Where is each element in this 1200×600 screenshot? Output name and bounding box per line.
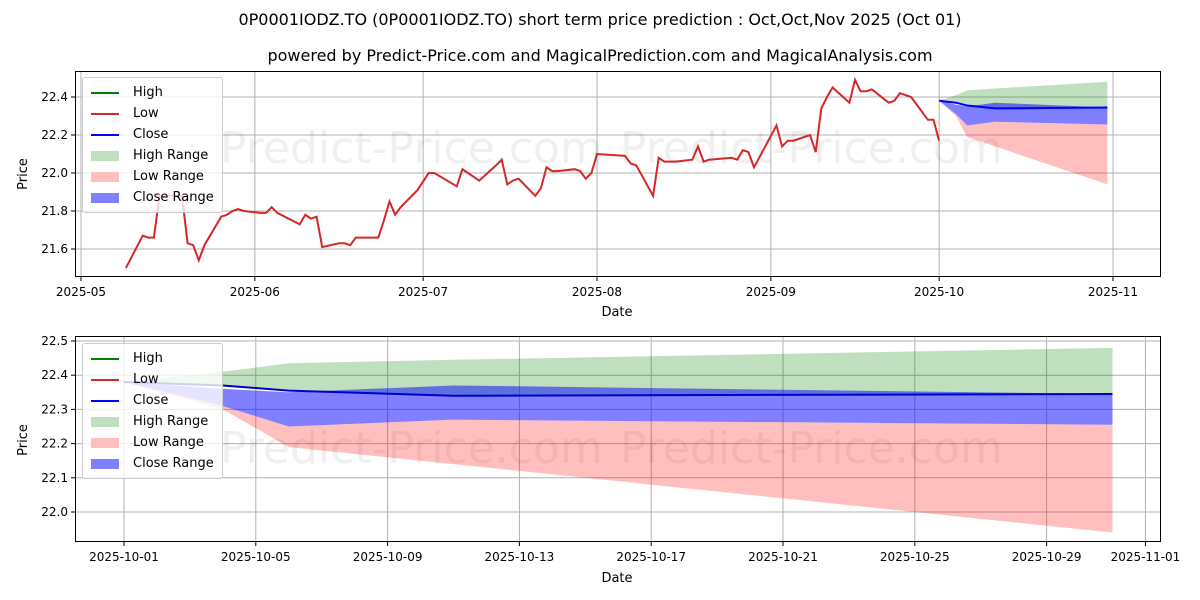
- top-close-line: [939, 99, 1108, 110]
- legend-label: Close Range: [133, 456, 214, 471]
- legend-label: Close: [133, 393, 169, 408]
- bottom-ytick-label: 22.0: [41, 505, 68, 519]
- legend-label: Low: [133, 106, 159, 121]
- top-ytick-label: 22.0: [41, 166, 68, 180]
- legend-label: Low Range: [133, 435, 204, 450]
- bottom-xtick-label: 2025-10-05: [221, 550, 291, 564]
- legend-item-high: High: [91, 82, 214, 103]
- legend-label: High Range: [133, 414, 209, 429]
- legend-item-high: High: [91, 348, 214, 369]
- legend-item-low: Low: [91, 103, 214, 124]
- chart-subtitle: powered by Predict-Price.com and Magical…: [267, 46, 933, 65]
- top-axes-frame: [75, 71, 1161, 277]
- legend-label: High: [133, 351, 163, 366]
- top-xtick-label: 2025-08: [572, 285, 622, 299]
- top-xlabel: Date: [601, 305, 632, 320]
- bottom-legend: High Low Close High Range Low Range Close Ran…: [82, 343, 223, 479]
- top-ylabel: Price: [16, 158, 31, 190]
- bottom-ytick-label: 22.5: [41, 334, 68, 348]
- bottom-xtick-label: 2025-10-01: [89, 550, 159, 564]
- legend-item-high-range: High Range: [91, 411, 214, 432]
- top-xtick-label: 2025-06: [230, 285, 280, 299]
- legend-item-low-range: Low Range: [91, 432, 214, 453]
- legend-swatch: [91, 91, 119, 94]
- legend-swatch: [91, 192, 119, 203]
- top-ytick-label: 21.8: [41, 204, 68, 218]
- legend-swatch: [91, 133, 119, 136]
- legend-item-low: Low: [91, 369, 214, 390]
- legend-label: Low Range: [133, 169, 204, 184]
- top-legend: High Low Close High Range Low Range Close Ran…: [82, 77, 223, 213]
- top-xtick-label: 2025-11: [1088, 285, 1138, 299]
- top-xtick-label: 2025-05: [56, 285, 106, 299]
- legend-item-high-range: High Range: [91, 145, 214, 166]
- bottom-xtick-label: 2025-10-17: [616, 550, 686, 564]
- legend-swatch: [91, 399, 119, 402]
- legend-swatch: [91, 458, 119, 469]
- bottom-xtick-label: 2025-10-21: [748, 550, 818, 564]
- legend-item-close-range: Close Range: [91, 187, 214, 208]
- legend-swatch: [91, 437, 119, 448]
- legend-swatch: [91, 416, 119, 427]
- bottom-xlabel: Date: [601, 571, 632, 586]
- watermark: Predict-Price.com: [220, 423, 603, 474]
- top-xtick-label: 2025-07: [398, 285, 448, 299]
- top-tick-labels: 2025-05 2025-06 2025-07 2025-08 2025-09 2025-…: [41, 90, 1138, 299]
- top-ytick-label: 22.2: [41, 128, 68, 142]
- bottom-tick-labels: 2025-10-01 2025-10-05 2025-10-09 2025-10-13…: [41, 334, 1180, 564]
- bottom-chart: Predict-Price.com Predict-Price.com 2025…: [16, 334, 1180, 586]
- top-ytick-label: 21.6: [41, 242, 68, 256]
- legend-item-close: Close: [91, 390, 214, 411]
- top-chart: Predict-Price.com Predict-Price.com 2025…: [16, 71, 1161, 320]
- top-xtick-label: 2025-09: [746, 285, 796, 299]
- watermark: Predict-Price.com: [620, 423, 1003, 474]
- bottom-ytick-label: 22.3: [41, 402, 68, 416]
- legend-swatch: [91, 171, 119, 182]
- watermark: Predict-Price.com: [220, 123, 603, 174]
- top-ytick-label: 22.4: [41, 90, 68, 104]
- watermark: Predict-Price.com: [620, 123, 1003, 174]
- bottom-xtick-label: 2025-10-13: [485, 550, 555, 564]
- top-grid: [76, 72, 1160, 276]
- legend-swatch: [91, 112, 119, 115]
- top-low-line: [125, 76, 941, 269]
- bottom-ylabel: Price: [16, 424, 31, 456]
- bottom-xtick-label: 2025-10-09: [353, 550, 423, 564]
- bottom-axes-frame: [75, 336, 1161, 542]
- bottom-xtick-label: 2025-10-25: [880, 550, 950, 564]
- bottom-ytick-label: 22.1: [41, 471, 68, 485]
- top-xtick-label: 2025-10: [914, 285, 964, 299]
- legend-item-low-range: Low Range: [91, 166, 214, 187]
- legend-swatch: [91, 150, 119, 161]
- bottom-grid: [76, 337, 1160, 541]
- bottom-xtick-label: 2025-10-29: [1012, 550, 1082, 564]
- legend-item-close: Close: [91, 124, 214, 145]
- legend-swatch: [91, 357, 119, 360]
- bottom-ytick-label: 22.2: [41, 437, 68, 451]
- legend-item-close-range: Close Range: [91, 453, 214, 474]
- legend-label: Close: [133, 127, 169, 142]
- bottom-ytick-label: 22.4: [41, 368, 68, 382]
- chart-title: 0P0001IODZ.TO (0P0001IODZ.TO) short term…: [238, 10, 962, 29]
- legend-label: High: [133, 85, 163, 100]
- legend-swatch: [91, 378, 119, 381]
- bottom-xtick-label: 2025-11-01: [1111, 550, 1181, 564]
- legend-label: Close Range: [133, 190, 214, 205]
- legend-label: High Range: [133, 148, 209, 163]
- legend-label: Low: [133, 372, 159, 387]
